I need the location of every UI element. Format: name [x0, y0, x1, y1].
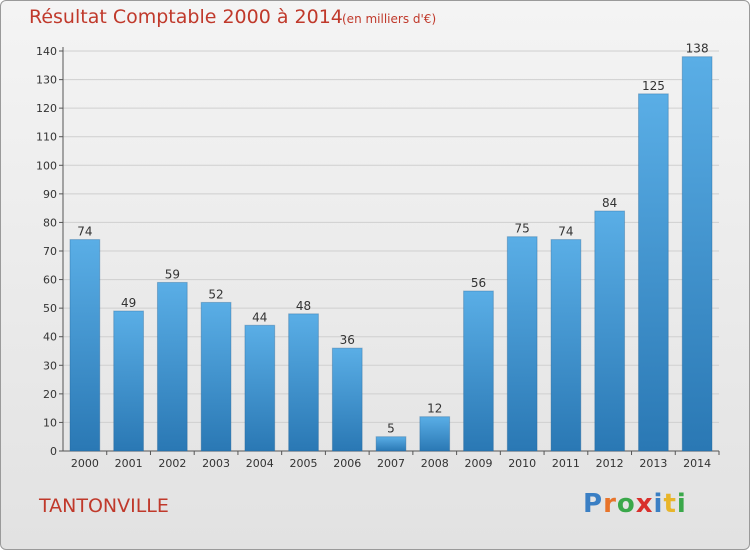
bar-2011 — [551, 239, 581, 451]
y-tick-label: 130 — [36, 74, 57, 87]
data-label: 125 — [642, 79, 665, 93]
y-tick-label: 60 — [43, 274, 57, 287]
x-tick-label: 2009 — [464, 457, 492, 470]
x-tick-label: 2011 — [552, 457, 580, 470]
bar-outline — [419, 416, 451, 452]
chart-title: Résultat Comptable 2000 à 2014 — [29, 6, 343, 28]
brand-letter: r — [603, 489, 617, 519]
bar-2004 — [244, 325, 275, 451]
town-name: TANTONVILLE — [39, 495, 169, 517]
chart-subtitle: (en milliers d'€) — [342, 12, 437, 26]
bar-2008 — [419, 416, 450, 451]
bar-outline — [506, 236, 538, 452]
x-tick-label: 2004 — [246, 457, 274, 470]
bar-outline — [156, 281, 188, 452]
y-tick-label: 80 — [43, 216, 57, 229]
data-label: 49 — [121, 296, 136, 310]
x-tick-label: 2000 — [71, 457, 99, 470]
bar-2003 — [201, 302, 231, 451]
bar-outline — [550, 239, 582, 452]
brand-letter: t — [663, 489, 677, 519]
data-label: 74 — [77, 225, 92, 239]
y-tick-label: 50 — [43, 302, 57, 315]
y-tick-label: 120 — [36, 102, 57, 115]
brand-letter: i — [653, 489, 664, 519]
x-tick-label: 2001 — [115, 457, 143, 470]
bar-2014 — [682, 56, 713, 451]
data-label: 12 — [427, 402, 442, 416]
y-tick-label: 110 — [36, 131, 57, 144]
bar-outline — [375, 436, 407, 452]
bar-2005 — [288, 313, 319, 451]
tick-labels: 0 10 20 30 40 50 60 70 80 90 100 110 120 130 140 2000 20… — [36, 45, 711, 470]
data-label: 44 — [252, 310, 267, 324]
brand-logo: Proxiti — [583, 489, 687, 519]
x-tick-label: 2002 — [158, 457, 186, 470]
y-tick-label: 0 — [50, 445, 57, 458]
brand-letter: o — [616, 489, 636, 519]
data-label: 84 — [602, 196, 617, 210]
bar-outline — [594, 210, 626, 452]
y-tick-label: 40 — [43, 331, 57, 344]
x-tick-label: 2012 — [596, 457, 624, 470]
bar-2013 — [638, 93, 669, 451]
y-tick-label: 140 — [36, 45, 57, 58]
bar-2010 — [507, 236, 538, 451]
brand-letter: P — [583, 489, 604, 519]
data-label: 5 — [387, 422, 395, 436]
data-label: 36 — [340, 333, 355, 347]
bar-outline — [288, 313, 319, 452]
bar-outline — [331, 347, 363, 452]
bar-outline — [638, 93, 669, 452]
data-label: 48 — [296, 299, 311, 313]
data-label: 52 — [208, 287, 223, 301]
y-tick-label: 20 — [43, 388, 57, 401]
x-tick-label: 2005 — [290, 457, 318, 470]
x-tick-label: 2014 — [683, 457, 711, 470]
bar-2002 — [157, 282, 188, 451]
data-label: 138 — [686, 42, 709, 56]
y-tick-label: 100 — [36, 159, 57, 172]
x-tick-label: 2003 — [202, 457, 230, 470]
data-label: 75 — [515, 222, 530, 236]
data-label: 74 — [558, 225, 573, 239]
bar-outline — [69, 239, 101, 452]
bar-2006 — [332, 348, 363, 451]
bars — [69, 56, 713, 452]
bar-outline — [200, 301, 232, 452]
y-tick-label: 70 — [43, 245, 57, 258]
bar-2001 — [113, 311, 144, 451]
x-tick-label: 2007 — [377, 457, 405, 470]
x-tick-label: 2010 — [508, 457, 536, 470]
bar-outline — [244, 324, 276, 452]
x-tick-label: 2008 — [421, 457, 449, 470]
bar-2012 — [594, 211, 625, 451]
x-tick-label: 2006 — [333, 457, 361, 470]
bar-2009 — [463, 291, 494, 451]
bar-outline — [113, 310, 144, 452]
y-tick-label: 30 — [43, 359, 57, 372]
bar-2007 — [376, 436, 406, 451]
y-tick-label: 90 — [43, 188, 57, 201]
data-label: 59 — [165, 267, 180, 281]
bar-2000 — [69, 239, 100, 451]
y-tick-label: 10 — [43, 416, 57, 429]
x-tick-label: 2013 — [639, 457, 667, 470]
bar-outline — [463, 290, 494, 452]
data-labels: 74 49 59 52 44 48 36 5 12 56 75 74 84 125 138 — [77, 42, 708, 436]
bar-outline — [681, 56, 713, 452]
brand-letter: i — [676, 489, 687, 519]
data-label: 56 — [471, 276, 486, 290]
brand-letter: x — [635, 489, 654, 519]
